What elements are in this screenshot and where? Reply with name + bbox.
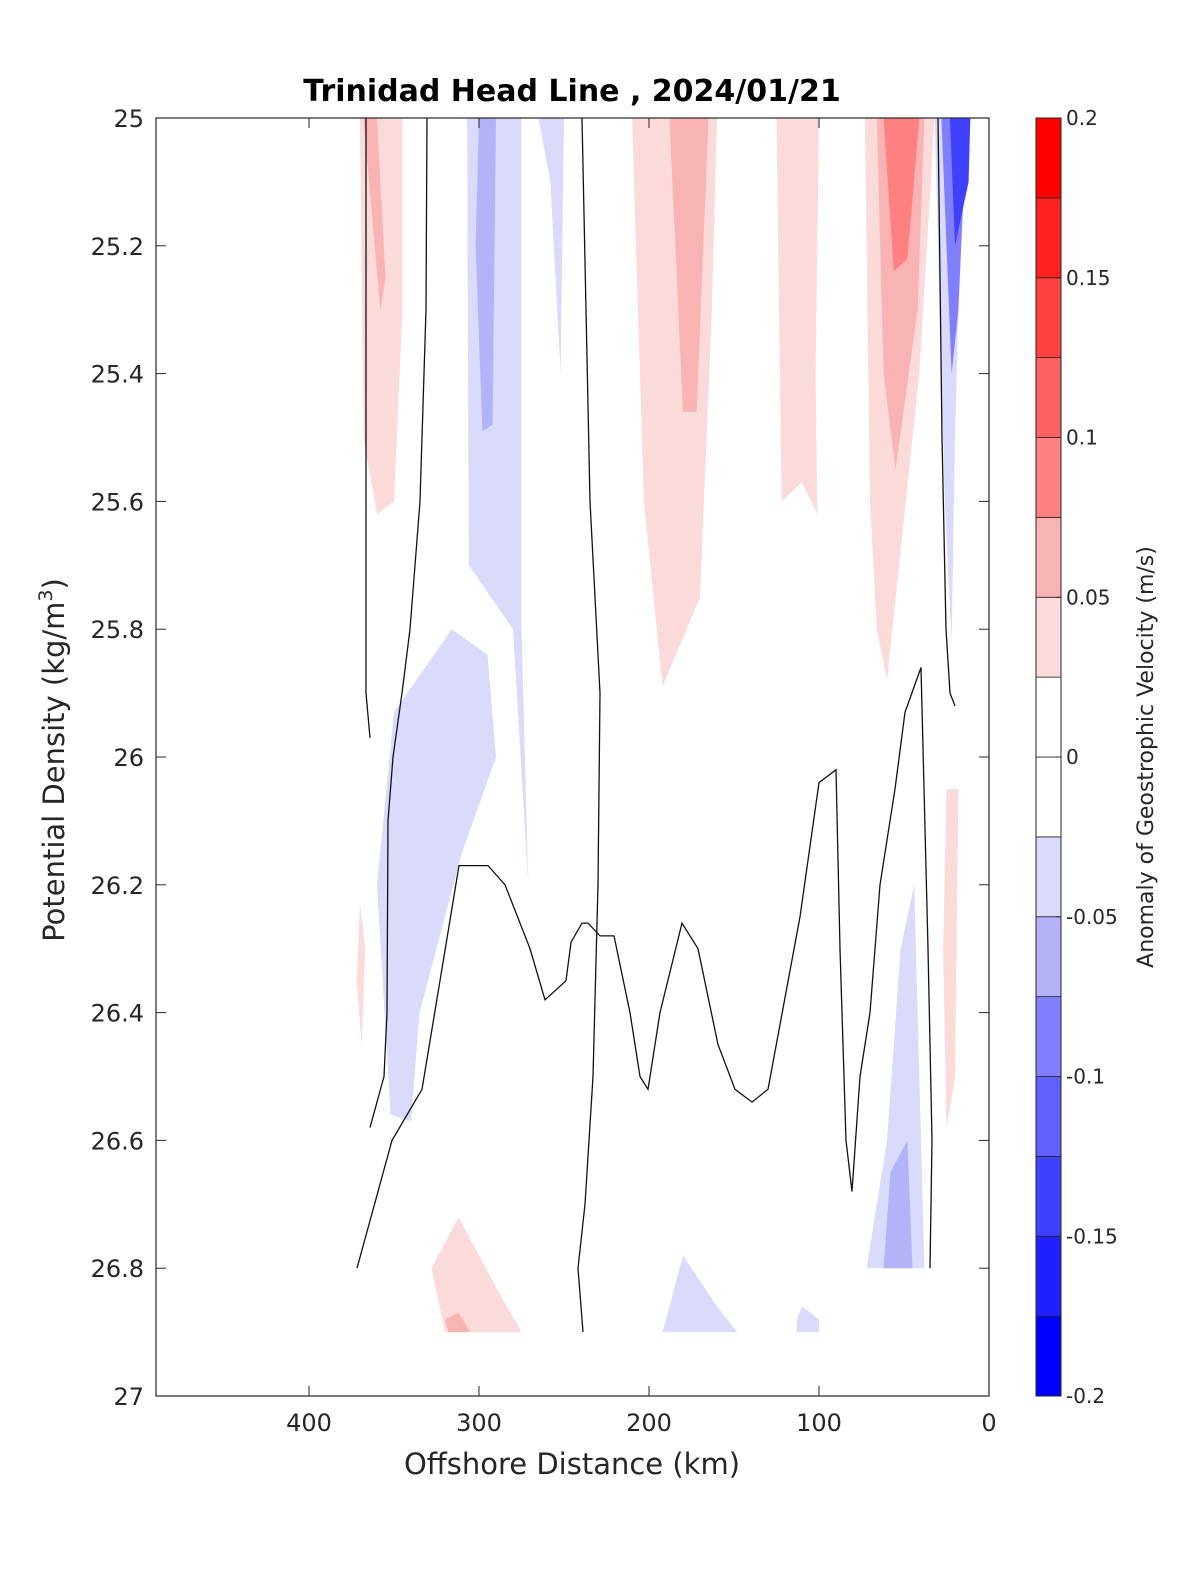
y-tick-label-8: 26.6 xyxy=(91,1127,144,1155)
y-tick-label-6: 26.2 xyxy=(91,872,144,900)
plot-area: 400 300 200 100 0 25 25.2 25.4 25.6 25.8 26 26.2 26.… xyxy=(91,105,997,1437)
contour-fill-1 xyxy=(363,118,386,310)
x-tick-label-0: 400 xyxy=(286,1409,332,1437)
contour-fill-4 xyxy=(538,118,564,374)
y-tick-label-4: 25.8 xyxy=(91,616,144,644)
colorbar-level-6 xyxy=(1035,836,1062,918)
colorbar-level-0 xyxy=(1035,1315,1062,1397)
colorbar-tick-label-7: -0.15 xyxy=(1066,1224,1118,1248)
contour-fill-15 xyxy=(943,789,959,1128)
axis-ticks: 400 300 200 100 0 25 25.2 25.4 25.6 25.8 26 26.2 26.… xyxy=(91,105,997,1437)
chart-title: Trinidad Head Line , 2024/01/21 xyxy=(303,74,840,109)
colorbar-level-12 xyxy=(1035,357,1062,438)
x-tick-label-2: 200 xyxy=(626,1409,672,1437)
contour-fill-14 xyxy=(949,118,971,246)
contour-fill-10 xyxy=(876,118,925,470)
colorbar-tick-label-3: 0.05 xyxy=(1066,585,1111,609)
contour-fill-7 xyxy=(669,118,709,412)
contour-fill-19 xyxy=(445,1312,471,1333)
y-axis-label-suffix: ) xyxy=(37,578,71,589)
x-tick-label-1: 300 xyxy=(456,1409,502,1437)
contour-fill-5 xyxy=(377,629,496,1122)
y-axis-label-superscript: 3 xyxy=(35,589,57,601)
colorbar: 0.2 0.15 0.1 0.05 0 -0.05 -0.1 -0.15 -0.2 xyxy=(1035,106,1118,1408)
contour-fill-8 xyxy=(776,118,819,515)
colorbar-level-14 xyxy=(1035,197,1062,279)
y-tick-label-0: 25 xyxy=(113,105,144,133)
contour-fill-18 xyxy=(431,1217,522,1333)
y-tick-label-3: 25.6 xyxy=(91,488,144,516)
zero-contour-3 xyxy=(937,118,956,707)
contour-fill-11 xyxy=(883,118,920,272)
zero-contour-lines xyxy=(356,118,956,1333)
y-tick-label-10: 27 xyxy=(113,1383,144,1411)
colorbar-tick-label-0: 0.2 xyxy=(1066,106,1098,130)
colorbar-tick-label-5: -0.05 xyxy=(1066,905,1118,929)
zero-contour-0 xyxy=(365,118,371,738)
contour-fill-17 xyxy=(883,1140,913,1269)
colorbar-label: Anomaly of Geostrophic Velocity (m/s) xyxy=(1134,546,1159,968)
colorbar-level-1 xyxy=(1035,1235,1062,1317)
contour-fill-0 xyxy=(360,118,403,515)
contour-fill-3 xyxy=(475,118,496,432)
zero-contour-2 xyxy=(577,118,601,1333)
colorbar-tick-label-2: 0.1 xyxy=(1066,426,1098,450)
colorbar-level-10 xyxy=(1035,516,1062,598)
colorbar-level-4 xyxy=(1035,996,1062,1077)
y-axis-label-main: Potential Density (kg/m xyxy=(37,602,71,942)
contour-fill-21 xyxy=(796,1306,819,1333)
y-tick-label-7: 26.4 xyxy=(91,1000,144,1028)
zero-contour-1 xyxy=(369,118,428,1128)
filled-contours xyxy=(356,118,971,1333)
colorbar-level-5 xyxy=(1035,916,1062,998)
x-axis-label: Offshore Distance (km) xyxy=(404,1447,740,1481)
colorbar-level-7 xyxy=(1035,756,1062,838)
zero-contour-4 xyxy=(356,667,933,1269)
colorbar-level-9 xyxy=(1035,596,1062,678)
y-tick-label-2: 25.4 xyxy=(91,361,144,389)
colorbar-level-13 xyxy=(1035,277,1062,359)
colorbar-tick-label-1: 0.15 xyxy=(1066,266,1111,290)
colorbar-level-3 xyxy=(1035,1076,1062,1157)
contour-fill-22 xyxy=(356,904,366,1045)
x-tick-label-4: 0 xyxy=(981,1409,996,1437)
colorbar-tick-label-6: -0.1 xyxy=(1066,1065,1105,1089)
colorbar-level-15 xyxy=(1035,117,1062,199)
colorbar-ticks: 0.2 0.15 0.1 0.05 0 -0.05 -0.1 -0.15 -0.2 xyxy=(1056,106,1118,1408)
y-tick-label-9: 26.8 xyxy=(91,1255,144,1283)
colorbar-level-8 xyxy=(1035,676,1062,758)
plot-background xyxy=(156,118,989,1396)
colorbar-level-2 xyxy=(1035,1155,1062,1237)
colorbar-tick-label-4: 0 xyxy=(1066,745,1079,769)
x-tick-label-3: 100 xyxy=(796,1409,842,1437)
contour-fill-16 xyxy=(866,884,925,1269)
colorbar-tick-label-8: -0.2 xyxy=(1066,1384,1105,1408)
colorbar-level-11 xyxy=(1035,437,1062,518)
y-tick-label-1: 25.2 xyxy=(91,233,144,261)
contour-fill-20 xyxy=(662,1255,738,1333)
y-axis-label: Potential Density (kg/m3) xyxy=(35,578,71,942)
y-tick-label-5: 26 xyxy=(113,744,144,772)
